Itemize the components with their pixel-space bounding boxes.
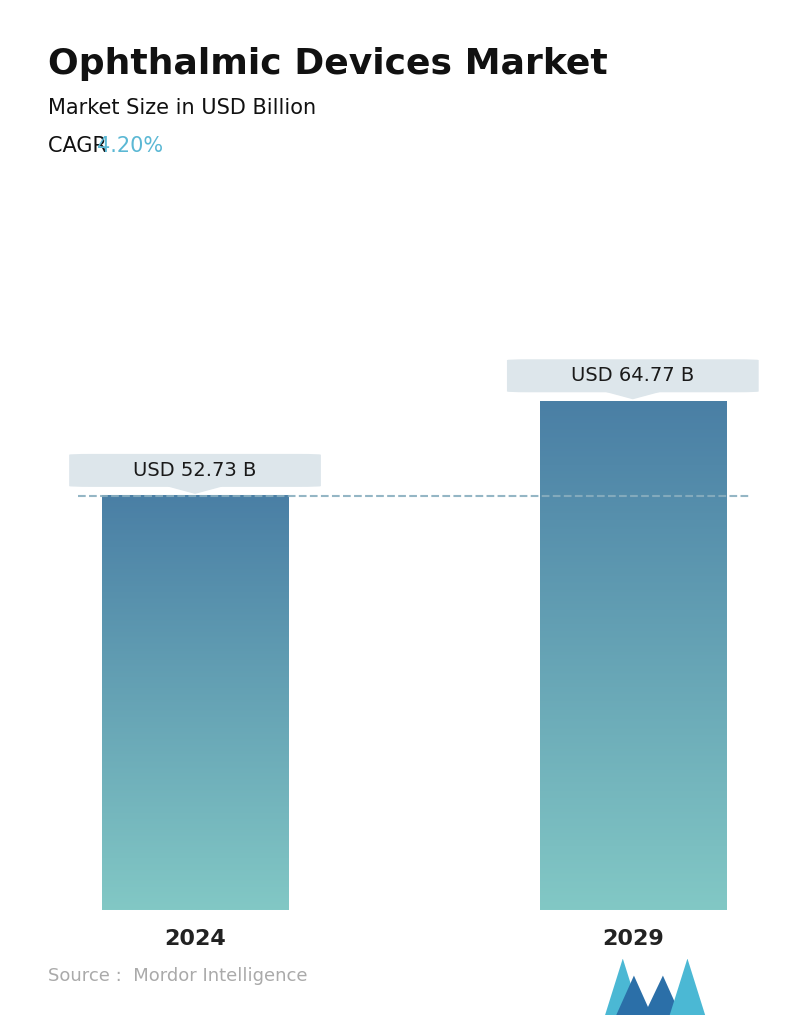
Polygon shape	[669, 959, 705, 1015]
Text: Ophthalmic Devices Market: Ophthalmic Devices Market	[48, 47, 607, 81]
Polygon shape	[607, 392, 659, 398]
Polygon shape	[644, 976, 681, 1015]
Text: 4.20%: 4.20%	[97, 136, 163, 156]
FancyBboxPatch shape	[507, 359, 759, 392]
Polygon shape	[605, 959, 641, 1015]
Text: Market Size in USD Billion: Market Size in USD Billion	[48, 98, 316, 118]
Text: USD 52.73 B: USD 52.73 B	[134, 461, 256, 480]
Polygon shape	[169, 486, 221, 493]
FancyBboxPatch shape	[69, 454, 321, 487]
Text: CAGR: CAGR	[48, 136, 113, 156]
Text: USD 64.77 B: USD 64.77 B	[572, 366, 694, 386]
Text: Source :  Mordor Intelligence: Source : Mordor Intelligence	[48, 967, 307, 984]
Polygon shape	[616, 976, 652, 1015]
